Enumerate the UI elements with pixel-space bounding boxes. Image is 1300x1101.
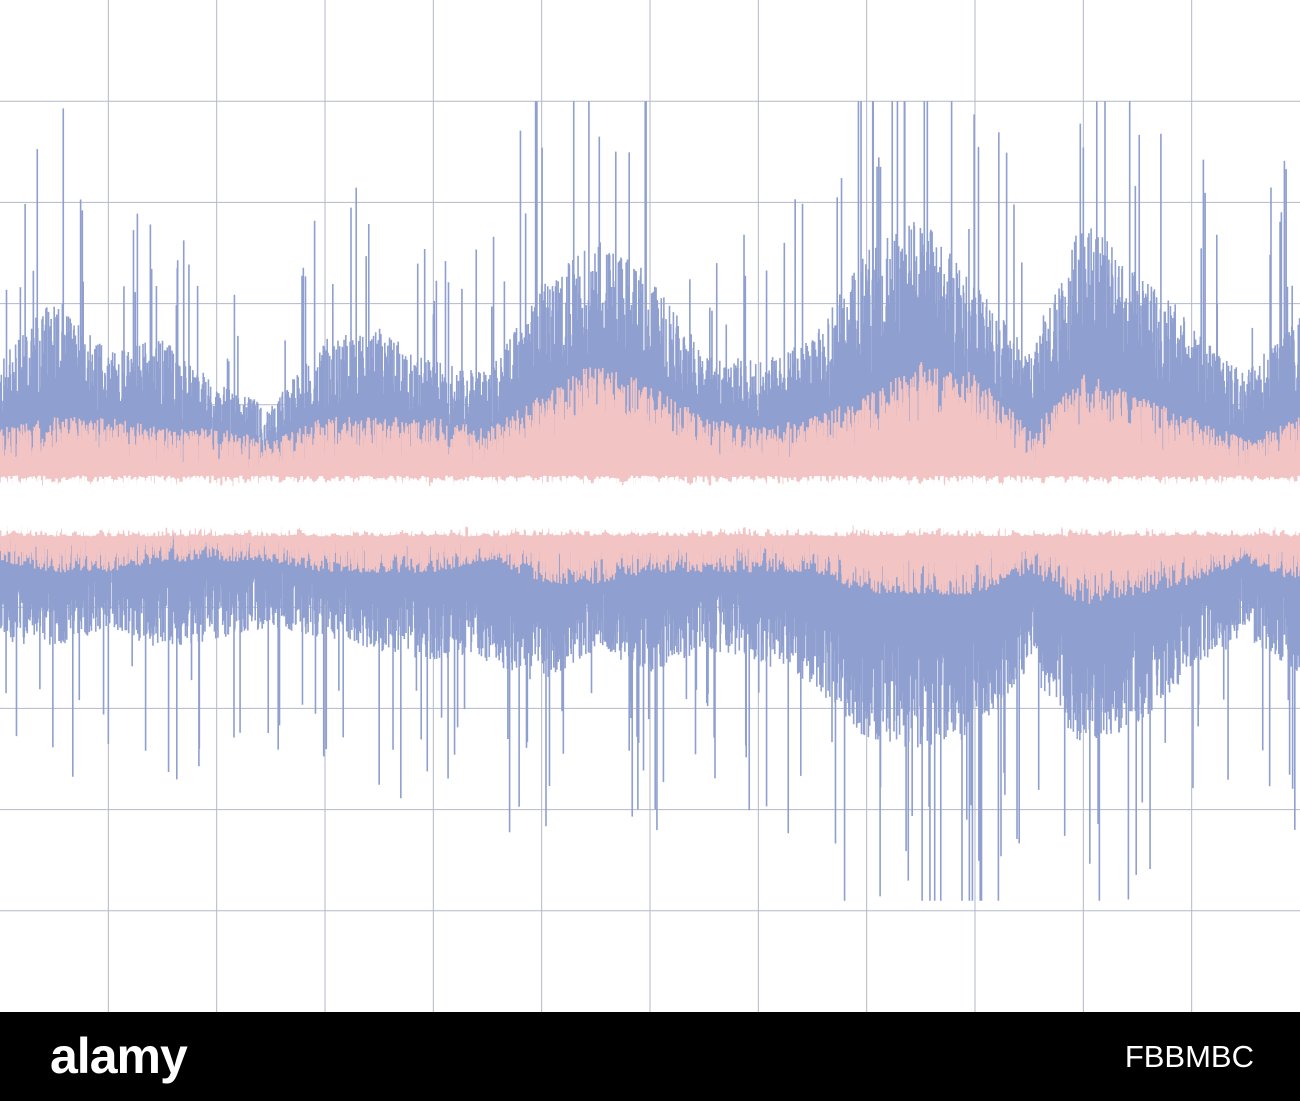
brand-logo: alamy [50,1028,188,1084]
waveform-chart [0,0,1300,1012]
watermark-bar: alamy FBBMBC [0,1012,1300,1101]
center-gap-band [0,475,1300,537]
center-gap [0,475,1300,537]
image-id-label: FBBMBC [1124,1039,1254,1074]
waveform-svg [0,0,1300,1012]
